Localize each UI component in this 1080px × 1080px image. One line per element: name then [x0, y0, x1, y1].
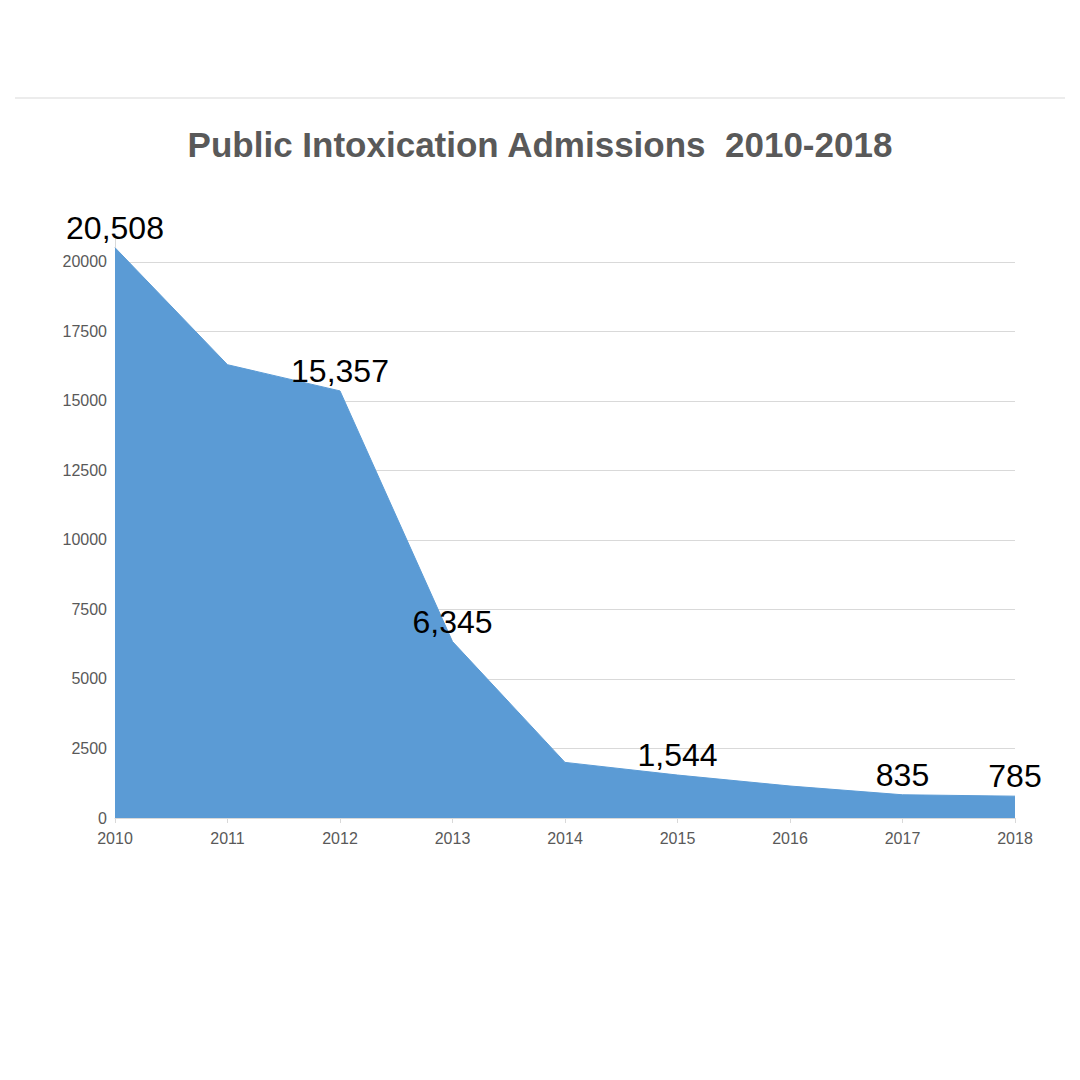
svg-text:10000: 10000: [63, 531, 108, 548]
svg-text:15,357: 15,357: [291, 353, 389, 389]
svg-text:20,508: 20,508: [66, 210, 164, 246]
svg-text:2500: 2500: [71, 740, 107, 757]
svg-text:2011: 2011: [210, 830, 245, 847]
svg-text:2016: 2016: [772, 830, 808, 847]
svg-text:2012: 2012: [322, 830, 358, 847]
svg-text:2018: 2018: [997, 830, 1033, 847]
svg-text:2010: 2010: [97, 830, 133, 847]
svg-text:2015: 2015: [660, 830, 696, 847]
svg-text:20000: 20000: [63, 253, 108, 270]
svg-text:15000: 15000: [63, 392, 108, 409]
svg-text:12500: 12500: [63, 462, 108, 479]
svg-text:2014: 2014: [547, 830, 583, 847]
svg-text:Public Intoxication Admissions: Public Intoxication Admissions 2010-2018: [188, 125, 893, 164]
svg-text:2013: 2013: [435, 830, 471, 847]
svg-text:835: 835: [876, 757, 929, 793]
svg-text:5000: 5000: [71, 670, 107, 687]
svg-text:0: 0: [98, 810, 107, 827]
svg-text:2017: 2017: [885, 830, 921, 847]
svg-text:17500: 17500: [63, 323, 108, 340]
svg-text:7500: 7500: [71, 601, 107, 618]
svg-text:785: 785: [988, 758, 1041, 794]
svg-text:1,544: 1,544: [637, 737, 717, 773]
svg-text:6,345: 6,345: [412, 604, 492, 640]
